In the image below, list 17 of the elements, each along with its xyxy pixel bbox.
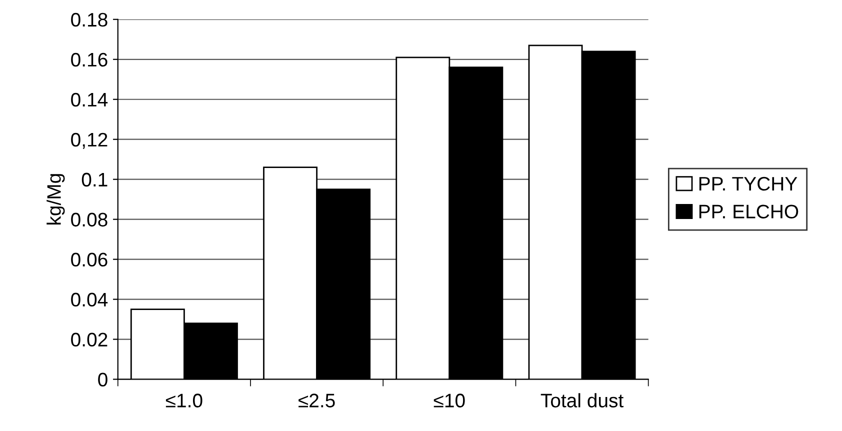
legend-label: PP. TYCHY: [699, 176, 798, 191]
y-tick-label: 0,12: [71, 132, 108, 149]
x-tick-label: ≤2.5: [298, 394, 335, 408]
x-tick-label: ≤10: [434, 394, 465, 408]
y-tick-label: 0.16: [71, 52, 108, 67]
y-tick-label: 0.02: [71, 332, 108, 347]
y-tick-label: 0.18: [71, 12, 108, 27]
y-tick-label: 0.14: [71, 92, 108, 107]
y-tick-label: 0.08: [71, 212, 108, 227]
legend-label: PP. ELCHO: [699, 204, 798, 218]
y-tick-label: 0.1: [82, 172, 108, 187]
y-axis-title: kg/Mg: [46, 174, 65, 224]
y-tick-label: 0.04: [71, 292, 108, 307]
x-tick-label: Total dust: [540, 393, 624, 408]
y-tick-label: 0: [98, 372, 108, 387]
y-tick-label: 0.06: [71, 252, 108, 267]
x-tick-label: ≤1.0: [166, 394, 202, 408]
